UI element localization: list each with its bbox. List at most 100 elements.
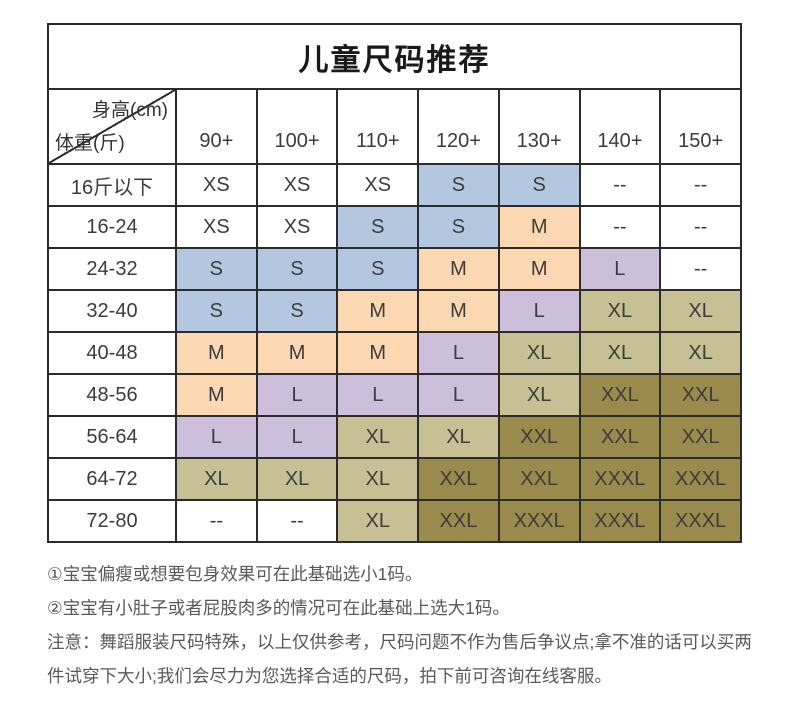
title-row: 儿童尺码推荐 <box>47 23 742 90</box>
table-row: 16-24 XS XS S S M -- -- <box>47 205 742 249</box>
size-cell: XL <box>417 415 500 459</box>
column-header-150: 150+ <box>659 88 742 165</box>
size-cell: XL <box>578 289 662 333</box>
size-cell: -- <box>255 499 339 543</box>
size-cell: S <box>417 205 500 249</box>
size-cell: S <box>336 205 420 249</box>
size-cell: S <box>417 163 500 207</box>
size-cell: -- <box>578 163 662 207</box>
notes-section: ①宝宝偏瘦或想要包身效果可在此基础选小1码。 ②宝宝有小肚子或者屁股肉多的情况可… <box>47 557 757 694</box>
weight-row-label: 32-40 <box>47 289 177 333</box>
size-cell: L <box>497 289 581 333</box>
size-cell: XXL <box>417 499 500 543</box>
size-cell: S <box>255 289 339 333</box>
size-cell: XS <box>255 163 339 207</box>
size-cell: XL <box>659 289 742 333</box>
size-cell: XXL <box>659 415 742 459</box>
table-row: 40-48 M M M L XL XL XL <box>47 331 742 375</box>
column-header-110: 110+ <box>336 88 420 165</box>
size-cell: S <box>336 247 420 291</box>
size-cell: XXXL <box>578 457 662 501</box>
weight-row-label: 48-56 <box>47 373 177 417</box>
weight-row-label: 16斤以下 <box>47 163 177 207</box>
size-cell: XL <box>336 415 420 459</box>
table-body: 16斤以下 XS XS XS S S -- -- 16-24 XS XS S S M -- -- 24-32 S S… <box>47 163 742 543</box>
table-row: 16斤以下 XS XS XS S S -- -- <box>47 163 742 207</box>
column-header-100: 100+ <box>255 88 339 165</box>
size-cell: XS <box>336 163 420 207</box>
table-row: 48-56 M L L L XL XXL XXL <box>47 373 742 417</box>
column-header-130: 130+ <box>497 88 581 165</box>
size-cell: S <box>175 247 258 291</box>
table-row: 32-40 S S M M L XL XL <box>47 289 742 333</box>
size-cell: XXXL <box>659 457 742 501</box>
size-cell: L <box>578 247 662 291</box>
weight-row-label: 72-80 <box>47 499 177 543</box>
size-cell: XXL <box>578 373 662 417</box>
size-cell: XXL <box>417 457 500 501</box>
size-cell: L <box>255 415 339 459</box>
column-header-120: 120+ <box>417 88 500 165</box>
column-header-140: 140+ <box>578 88 662 165</box>
table-row: 56-64 L L XL XL XXL XXL XXL <box>47 415 742 459</box>
size-cell: -- <box>175 499 258 543</box>
size-cell: -- <box>578 205 662 249</box>
note-chubby: ②宝宝有小肚子或者屁股肉多的情况可在此基础上选大1码。 <box>47 598 510 619</box>
column-header-90: 90+ <box>175 88 258 165</box>
size-cell: S <box>255 247 339 291</box>
weight-row-label: 16-24 <box>47 205 177 249</box>
weight-axis-label: 体重(斤) <box>55 133 125 154</box>
size-cell: XL <box>659 331 742 375</box>
page-title: 儿童尺码推荐 <box>47 23 742 90</box>
size-chart-table: 儿童尺码推荐 身高(cm) 体重(斤) 90+ 100+ 110+ 120+ 1… <box>47 23 742 543</box>
height-axis-label: 身高(cm) <box>92 100 168 121</box>
size-cell: L <box>417 331 500 375</box>
table-row: 24-32 S S S M M L -- <box>47 247 742 291</box>
table-row: 72-80 -- -- XL XXL XXXL XXXL XXXL <box>47 499 742 543</box>
size-cell: L <box>336 373 420 417</box>
size-cell: XXL <box>578 415 662 459</box>
size-cell: XL <box>497 373 581 417</box>
size-cell: M <box>175 331 258 375</box>
note-warning: 注意：舞蹈服装尺码特殊，以上仅供参考，尺码问题不作为售后争议点;拿不准的话可以买… <box>47 632 752 687</box>
size-cell: M <box>417 247 500 291</box>
size-cell: M <box>497 205 581 249</box>
size-cell: L <box>175 415 258 459</box>
size-cell: XXXL <box>497 499 581 543</box>
size-cell: XXXL <box>578 499 662 543</box>
size-cell: XS <box>255 205 339 249</box>
size-cell: XL <box>497 331 581 375</box>
size-cell: M <box>336 289 420 333</box>
weight-row-label: 56-64 <box>47 415 177 459</box>
size-cell: S <box>497 163 581 207</box>
table-row: 64-72 XL XL XL XXL XXL XXXL XXXL <box>47 457 742 501</box>
size-cell: L <box>417 373 500 417</box>
size-cell: L <box>255 373 339 417</box>
size-cell: XL <box>336 499 420 543</box>
size-cell: M <box>255 331 339 375</box>
size-cell: -- <box>659 205 742 249</box>
note-slim: ①宝宝偏瘦或想要包身效果可在此基础选小1码。 <box>47 564 423 584</box>
size-cell: M <box>497 247 581 291</box>
size-cell: XL <box>578 331 662 375</box>
size-cell: XXL <box>659 373 742 417</box>
size-cell: XL <box>255 457 339 501</box>
size-cell: XS <box>175 163 258 207</box>
size-cell: -- <box>659 247 742 291</box>
size-cell: M <box>417 289 500 333</box>
size-cell: XXXL <box>659 499 742 543</box>
size-cell: M <box>336 331 420 375</box>
size-cell: S <box>175 289 258 333</box>
size-cell: XXL <box>497 457 581 501</box>
size-cell: XL <box>175 457 258 501</box>
size-cell: XL <box>336 457 420 501</box>
size-cell: XS <box>175 205 258 249</box>
header-row: 身高(cm) 体重(斤) 90+ 100+ 110+ 120+ 130+ 140… <box>47 88 742 165</box>
weight-row-label: 40-48 <box>47 331 177 375</box>
size-cell: -- <box>659 163 742 207</box>
weight-row-label: 24-32 <box>47 247 177 291</box>
corner-cell: 身高(cm) 体重(斤) <box>47 88 177 165</box>
size-cell: XXL <box>497 415 581 459</box>
weight-row-label: 64-72 <box>47 457 177 501</box>
